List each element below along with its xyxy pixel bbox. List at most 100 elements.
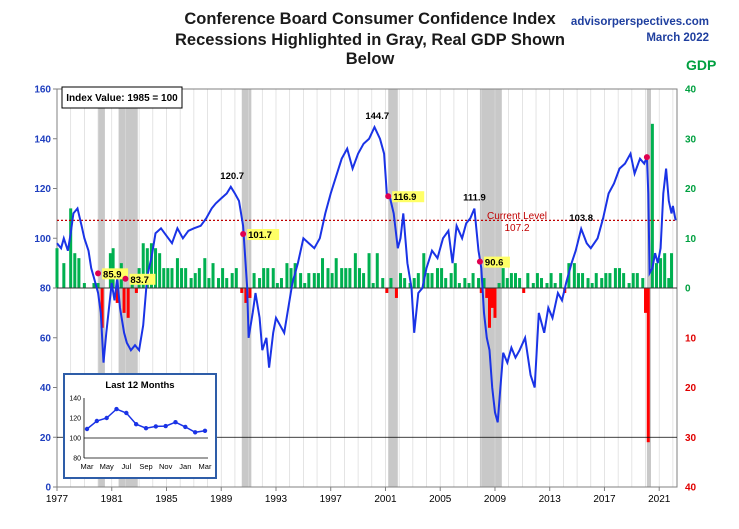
y-tick-label: 0 — [45, 483, 51, 494]
gdp-bar — [463, 278, 467, 288]
gdp-bar — [581, 273, 585, 288]
gdp-bar — [357, 268, 361, 288]
gdp-bar — [654, 263, 658, 288]
gdp-bar — [211, 263, 215, 288]
gdp-bar — [545, 283, 549, 288]
gdp-bar — [594, 273, 598, 288]
gdp-bar — [55, 248, 59, 288]
gdp-bar — [412, 278, 416, 288]
gdp-bar — [399, 273, 403, 288]
x-tick-label: 2013 — [539, 494, 562, 505]
gdp-bar — [440, 268, 444, 288]
annotation-label: 83.7 — [130, 275, 149, 286]
gdp-bar — [289, 268, 293, 288]
current-level-label: Current Level — [487, 211, 547, 222]
gdp-bar — [230, 273, 234, 288]
gdp-bar — [326, 268, 330, 288]
inset-x-tick-label: Jan — [179, 462, 191, 471]
gdp-bar — [92, 283, 96, 288]
annotation-marker — [95, 270, 102, 277]
x-tick-label: 2001 — [374, 494, 397, 505]
gdp-bar — [535, 273, 539, 288]
gdp-bar — [275, 283, 279, 288]
gdp-bar — [258, 278, 262, 288]
gdp-bar — [518, 278, 522, 288]
gdp-bar — [166, 268, 170, 288]
gdp-bar — [663, 253, 667, 288]
gdp-bar — [321, 258, 325, 288]
gdp-bar — [362, 273, 366, 288]
gdp-bar — [430, 273, 434, 288]
x-tick-label: 2021 — [648, 494, 671, 505]
gdp-bar — [622, 273, 626, 288]
annotations: 85.9 83.7 120.7 101.7 144.7 116.9 111.9 90.6 103… — [95, 111, 650, 286]
gdp-bar — [482, 278, 486, 288]
gdp-bar — [141, 243, 145, 288]
inset-x-tick-label: Jul — [122, 462, 132, 471]
gdp-bar — [225, 278, 229, 288]
inset-point — [192, 430, 198, 435]
inset-point — [84, 426, 90, 432]
gdp-bar — [631, 273, 635, 288]
inset-point — [153, 424, 159, 429]
gdp-bar — [149, 243, 153, 288]
gdp-bars — [55, 123, 674, 443]
gdp-bar — [69, 208, 73, 288]
gdp-bar — [221, 268, 225, 288]
gdp-bar — [586, 278, 590, 288]
x-axis: 1977 1981 1985 1989 1993 1997 2001 2005 2009 2013… — [46, 487, 671, 505]
gdp-bar — [330, 273, 334, 288]
gdp-bar — [403, 278, 407, 288]
gdp-bar — [389, 278, 393, 288]
inset-point — [183, 424, 188, 430]
gdp-bar — [216, 278, 221, 288]
gdp-bar — [479, 288, 483, 293]
gdp-bar — [381, 278, 385, 288]
gdp-tick-label: 0 — [685, 284, 691, 295]
gdp-bar — [207, 278, 211, 288]
gdp-bar — [650, 123, 654, 288]
gdp-bar — [203, 258, 207, 288]
annotation-marker — [385, 193, 392, 200]
inset-point — [124, 410, 129, 416]
legend-box — [61, 86, 183, 109]
gdp-bar — [487, 288, 491, 328]
gdp-bar — [316, 273, 320, 288]
gdp-bar — [635, 273, 639, 288]
gdp-bar — [240, 288, 244, 293]
inset-x-tick-label: Sep — [139, 462, 152, 471]
y-tick-label: 80 — [40, 284, 52, 295]
inset-point — [114, 406, 119, 412]
x-tick-label: 1985 — [155, 494, 178, 505]
gdp-bar — [271, 268, 275, 288]
annotation-highlight — [392, 191, 425, 203]
inset-y-tick-label: 100 — [69, 436, 81, 443]
gdp-bar — [197, 268, 201, 288]
inset-title: Last 12 Months — [105, 380, 174, 391]
annotation-marker — [476, 258, 483, 265]
inset-y-tick-label: 80 — [73, 456, 81, 463]
gdp-bar — [340, 268, 344, 288]
gdp-bar — [467, 283, 471, 288]
y-tick-label: 40 — [40, 383, 52, 394]
annotation-label: 85.9 — [103, 269, 122, 280]
gdp-bar — [175, 258, 179, 288]
source-label: advisorperspectives.com — [570, 16, 709, 28]
inset-y-tick-label: 140 — [69, 396, 81, 403]
gdp-bar — [252, 273, 256, 288]
gdp-bar — [422, 253, 426, 288]
x-tick-label: 1997 — [320, 494, 343, 505]
legend-text: Index Value: 1985 = 100 — [66, 93, 178, 104]
gdp-bar — [513, 273, 518, 288]
gdp-bar — [449, 273, 453, 288]
gdp-bar — [646, 288, 650, 443]
gdp-bar — [248, 288, 252, 298]
gdp-bar — [604, 273, 608, 288]
gdp-bar — [189, 278, 193, 288]
gdp-bar — [353, 253, 357, 288]
gdp-bar — [180, 268, 184, 288]
inset-point — [143, 426, 149, 431]
gdp-bar — [549, 273, 553, 288]
gdp-bar — [62, 263, 66, 288]
